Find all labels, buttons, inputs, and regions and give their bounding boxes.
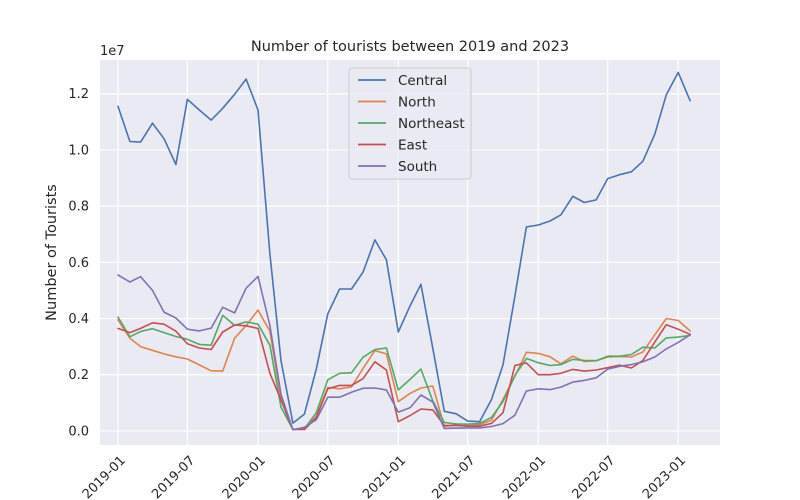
chart-title: Number of tourists between 2019 and 2023 (251, 39, 569, 55)
legend-label: Central (398, 73, 447, 89)
y-tick-label: 1.2 (68, 87, 89, 102)
x-tick-label: 2021-07 (430, 453, 479, 500)
x-tick-label: 2019-01 (80, 453, 129, 500)
y-tick-label: 0.8 (68, 200, 89, 215)
x-tick-label: 2023-01 (640, 453, 689, 500)
y-tick-label: 0.6 (68, 256, 89, 271)
y-tick-label: 0.0 (68, 424, 89, 439)
x-tick-label: 2022-01 (500, 453, 549, 500)
legend-box (348, 67, 472, 180)
x-tick-label: 2021-01 (360, 453, 409, 500)
y-tick-label: 1.0 (68, 143, 89, 158)
series-line-central (117, 71, 691, 424)
x-tick-label: 2020-01 (220, 453, 269, 500)
series-line-south (117, 274, 691, 431)
y-tick-labels: 0.0 0.2 0.4 0.6 0.8 1.0 1.2 (68, 87, 89, 439)
legend-label: Northeast (398, 116, 465, 132)
series-line-east (117, 321, 691, 431)
x-tick-label: 2019-07 (149, 453, 198, 500)
y-offset-label: 1e7 (100, 44, 125, 59)
y-axis-label: Number of Tourists (44, 184, 60, 321)
legend-label: East (398, 138, 427, 154)
x-tick-labels: 2019-01 2019-07 2020-01 2020-07 2021-01 2021-… (80, 453, 689, 500)
x-tick-label: 2022-07 (569, 453, 618, 500)
series-lines (117, 71, 691, 431)
y-tick-label: 0.4 (68, 312, 89, 327)
series-line-northeast (117, 314, 691, 431)
legend: Central North Northeast East South (348, 67, 472, 180)
legend-label: South (398, 159, 437, 175)
x-tick-label: 2020-07 (290, 453, 339, 500)
legend-label: North (398, 95, 436, 111)
y-tick-label: 0.2 (68, 368, 89, 383)
